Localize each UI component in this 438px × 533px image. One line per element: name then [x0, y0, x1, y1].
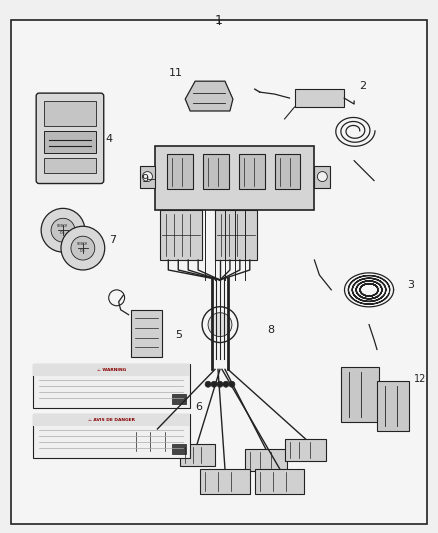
Bar [180, 444, 215, 466]
Bar [377, 381, 409, 431]
Text: 8: 8 [268, 325, 275, 335]
Bar [285, 439, 326, 461]
Text: SENSOR: SENSOR [57, 224, 69, 228]
Bar [172, 394, 186, 404]
Circle shape [318, 172, 327, 182]
Text: ⚠ WARNING: ⚠ WARNING [97, 368, 126, 373]
Text: 4: 4 [106, 134, 113, 144]
Text: 7: 7 [109, 235, 116, 245]
Text: 5: 5 [175, 329, 182, 340]
Bar [33, 414, 190, 458]
Bar [167, 154, 193, 190]
Bar [203, 154, 229, 190]
Bar [239, 154, 265, 190]
Text: 9: 9 [141, 174, 148, 183]
FancyBboxPatch shape [36, 93, 104, 183]
Bar [155, 146, 314, 211]
Text: FOB: FOB [60, 231, 66, 235]
Bar [294, 89, 344, 107]
Bar [245, 449, 286, 471]
Circle shape [61, 226, 105, 270]
Circle shape [41, 208, 85, 252]
Text: 12: 12 [414, 374, 426, 384]
Circle shape [205, 381, 211, 387]
Circle shape [71, 236, 95, 260]
Bar [160, 211, 202, 260]
Bar [172, 444, 186, 454]
Circle shape [51, 219, 75, 242]
Text: 3: 3 [407, 280, 414, 290]
Circle shape [142, 172, 152, 182]
Bar [255, 469, 304, 494]
Bar [44, 101, 96, 126]
Bar [33, 365, 190, 408]
Text: SENSOR: SENSOR [77, 242, 88, 246]
Circle shape [229, 381, 235, 387]
Bar [33, 365, 190, 376]
Bar [200, 469, 250, 494]
Bar [131, 429, 185, 454]
Bar [131, 310, 162, 358]
Circle shape [208, 313, 232, 336]
Bar [140, 166, 155, 188]
Polygon shape [185, 81, 233, 111]
Bar [314, 166, 330, 188]
Bar [44, 158, 96, 173]
Text: FOB: FOB [80, 249, 85, 253]
Circle shape [223, 381, 229, 387]
Text: 6: 6 [195, 402, 202, 412]
Bar [341, 367, 379, 422]
Bar [215, 211, 257, 260]
Text: 1: 1 [215, 14, 223, 27]
Circle shape [217, 381, 223, 387]
Text: 11: 11 [169, 68, 183, 78]
Circle shape [211, 381, 217, 387]
Bar [275, 154, 300, 190]
Bar [33, 414, 190, 426]
Bar [44, 131, 96, 153]
Text: 2: 2 [359, 81, 366, 91]
Text: ⚠ AVIS DE DANGER: ⚠ AVIS DE DANGER [88, 418, 135, 422]
